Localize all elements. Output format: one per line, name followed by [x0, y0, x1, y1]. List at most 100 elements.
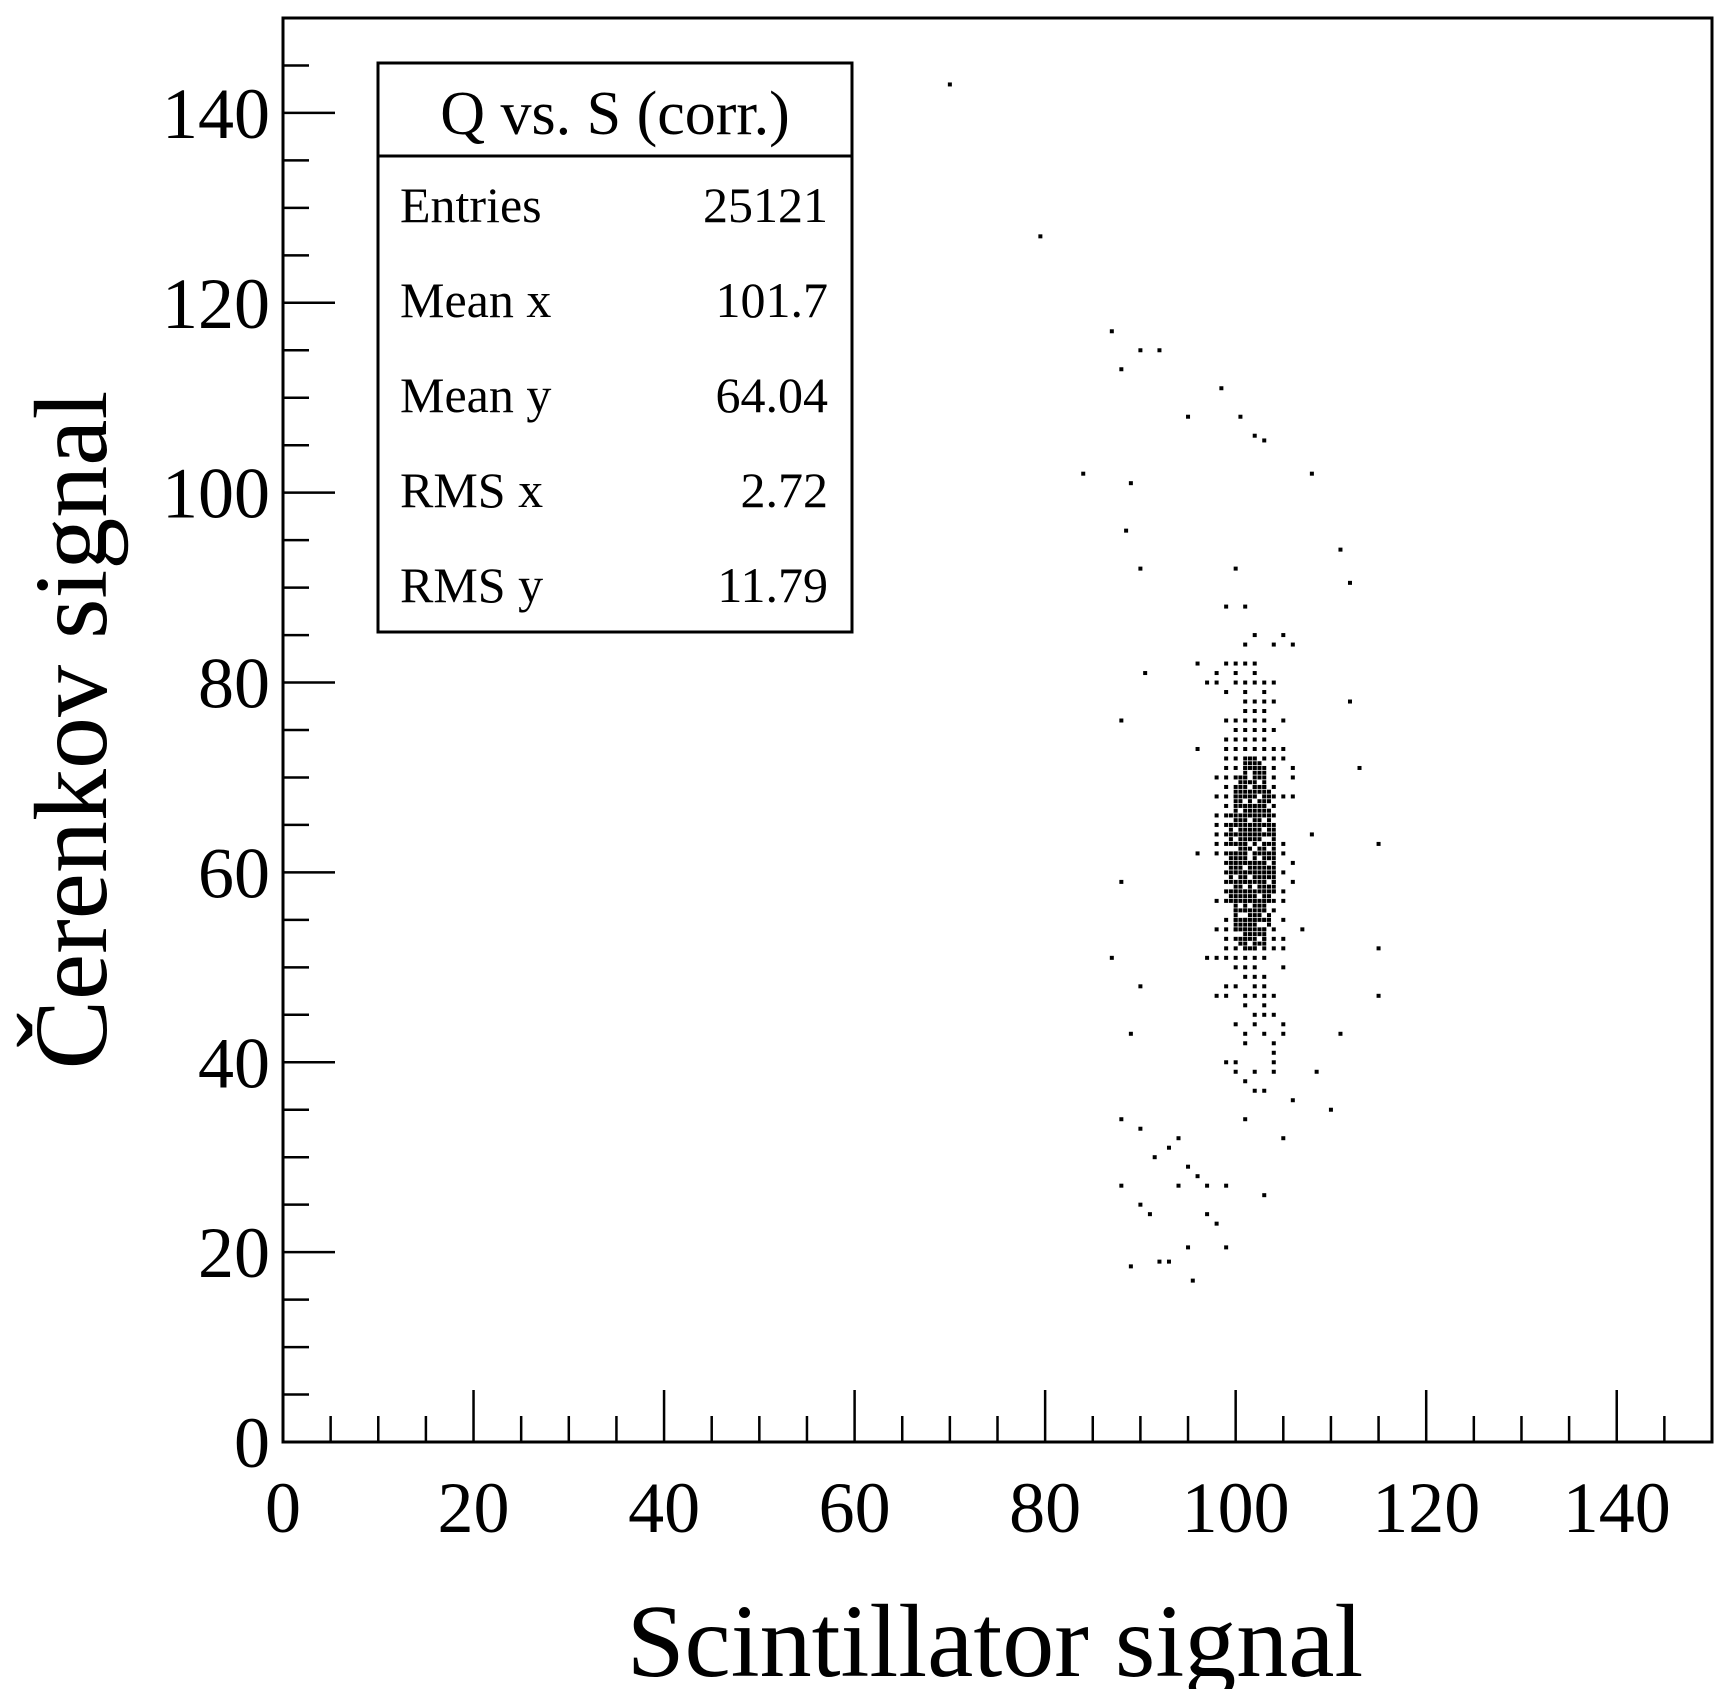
data-point — [1228, 827, 1233, 832]
stats-box: Q vs. S (corr.) Entries 25121 Mean x 101… — [376, 61, 854, 634]
x-axis-ticks — [281, 1390, 1714, 1442]
data-point — [1214, 927, 1219, 932]
data-point — [1224, 604, 1229, 609]
data-point — [1262, 746, 1267, 751]
data-point — [1233, 1022, 1238, 1027]
data-point — [1271, 803, 1276, 808]
stats-mean-y-value: 64.04 — [716, 367, 829, 423]
data-point — [1243, 728, 1248, 732]
data-point — [1238, 813, 1243, 818]
data-point — [1238, 884, 1243, 889]
data-point — [1252, 889, 1257, 894]
data-point — [1243, 818, 1248, 823]
stats-rms-x-label: RMS x — [400, 462, 543, 518]
data-point — [1247, 827, 1252, 832]
data-point — [1228, 856, 1233, 861]
data-point — [1233, 661, 1238, 666]
data-point — [1376, 841, 1381, 846]
y-tick-label: 120 — [162, 264, 270, 344]
data-point — [1233, 851, 1238, 856]
x-tick-label: 80 — [1009, 1468, 1081, 1548]
data-point — [1252, 917, 1257, 922]
data-point — [1376, 946, 1381, 951]
data-point — [1233, 765, 1238, 770]
data-point — [1224, 984, 1229, 989]
data-point — [1228, 875, 1233, 880]
data-point — [1247, 765, 1252, 770]
data-point — [1228, 832, 1233, 837]
data-point — [1257, 865, 1262, 870]
data-point — [1262, 832, 1267, 837]
data-point — [1243, 936, 1248, 941]
data-point — [1262, 851, 1267, 856]
data-point — [1243, 851, 1248, 856]
data-point — [1247, 761, 1252, 766]
data-point — [1271, 860, 1276, 865]
data-point — [1271, 851, 1276, 856]
data-point — [1262, 770, 1267, 775]
data-point — [1224, 889, 1229, 894]
data-point — [1257, 927, 1262, 932]
stats-box-frame — [376, 61, 854, 634]
data-point — [1243, 870, 1248, 875]
data-point — [1233, 671, 1238, 676]
data-point — [1262, 709, 1267, 714]
data-point — [1252, 856, 1257, 861]
data-point — [1252, 913, 1257, 918]
data-point — [1224, 993, 1229, 998]
data-point — [1243, 604, 1248, 609]
data-point — [1262, 955, 1267, 960]
data-point — [1243, 1041, 1248, 1046]
data-point — [1233, 865, 1238, 870]
data-point — [1243, 965, 1248, 970]
data-point — [1262, 765, 1267, 770]
data-point — [1238, 922, 1243, 927]
data-point — [1243, 827, 1248, 832]
data-point — [1252, 865, 1257, 870]
data-point — [1238, 894, 1243, 899]
stats-entries-value: 25121 — [703, 177, 828, 233]
data-point — [1252, 789, 1257, 794]
data-point — [1267, 832, 1272, 837]
data-point — [1238, 837, 1243, 842]
x-tick-label: 20 — [438, 1468, 510, 1548]
data-point — [1281, 870, 1286, 875]
data-point — [1119, 879, 1124, 884]
data-point — [1281, 898, 1286, 903]
data-point — [1238, 846, 1243, 851]
data-point — [1376, 993, 1381, 998]
data-point — [1233, 808, 1238, 813]
data-point — [1228, 898, 1233, 903]
data-point — [1228, 822, 1233, 827]
data-point — [1247, 756, 1252, 761]
data-point — [1257, 884, 1262, 889]
data-point — [1247, 927, 1252, 932]
stats-mean-x-value: 101.7 — [716, 272, 829, 328]
data-point — [1247, 884, 1252, 889]
data-point — [1281, 746, 1286, 751]
data-point — [1214, 898, 1219, 903]
data-point — [1243, 846, 1248, 851]
data-point — [1233, 728, 1238, 732]
data-point — [1252, 794, 1257, 799]
data-point — [1262, 879, 1267, 884]
data-point — [1267, 884, 1272, 889]
data-point — [1152, 1155, 1157, 1160]
data-point — [1271, 837, 1276, 842]
data-point — [1309, 832, 1314, 837]
data-point — [1243, 690, 1248, 695]
data-point — [1262, 846, 1267, 851]
data-point — [1243, 780, 1248, 785]
data-point — [1252, 784, 1257, 789]
data-point — [1224, 718, 1229, 723]
stats-rms-x-value: 2.72 — [741, 462, 829, 518]
data-point — [1252, 898, 1257, 903]
data-point — [1224, 794, 1229, 799]
data-point — [1238, 780, 1243, 785]
data-point — [1233, 984, 1238, 989]
data-point — [1243, 1079, 1248, 1084]
data-point — [1262, 927, 1267, 932]
data-point — [1262, 898, 1267, 903]
data-point — [1228, 860, 1233, 865]
data-point — [1252, 661, 1257, 666]
